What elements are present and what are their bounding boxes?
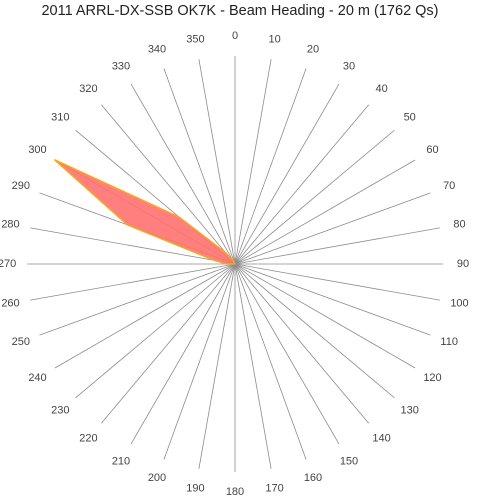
spoke-280 <box>30 227 236 265</box>
tick-label-110: 110 <box>440 336 458 348</box>
spoke-200 <box>163 263 236 460</box>
spoke-260 <box>30 263 236 301</box>
tick-label-120: 120 <box>423 372 441 384</box>
spoke-60 <box>234 159 416 265</box>
spoke-10 <box>234 59 272 265</box>
spoke-170 <box>234 263 272 469</box>
spoke-340 <box>163 68 236 265</box>
tick-label-40: 40 <box>375 83 387 95</box>
spoke-190 <box>198 263 236 469</box>
spoke-220 <box>100 263 236 424</box>
tick-label-80: 80 <box>453 218 465 230</box>
spoke-230 <box>75 263 236 399</box>
angle-tick-labels: 0 10 20 30 40 50 60 70 80 90 100 110 120 130 140 150 160… <box>0 30 469 498</box>
spoke-50 <box>234 129 395 265</box>
spoke-120 <box>234 263 416 369</box>
spoke-160 <box>234 263 307 460</box>
tick-label-300: 300 <box>28 144 46 156</box>
tick-label-140: 140 <box>372 433 390 445</box>
tick-label-260: 260 <box>1 298 19 310</box>
tick-label-180: 180 <box>226 486 244 498</box>
spoke-140 <box>234 263 370 424</box>
tick-label-170: 170 <box>265 482 283 494</box>
tick-label-90: 90 <box>457 258 469 270</box>
tick-label-0: 0 <box>232 30 238 42</box>
tick-label-310: 310 <box>51 111 69 123</box>
tick-label-60: 60 <box>426 144 438 156</box>
tick-label-280: 280 <box>1 218 19 230</box>
radar-spokes <box>27 56 443 472</box>
spoke-20 <box>234 68 307 265</box>
tick-label-320: 320 <box>79 83 97 95</box>
tick-label-20: 20 <box>307 44 319 56</box>
spoke-130 <box>234 263 395 399</box>
spoke-100 <box>234 263 440 301</box>
spoke-70 <box>234 192 431 265</box>
tick-label-160: 160 <box>304 472 322 484</box>
spoke-210 <box>130 263 236 445</box>
tick-label-70: 70 <box>443 180 455 192</box>
tick-label-10: 10 <box>268 33 280 45</box>
spoke-320 <box>100 104 236 265</box>
spoke-350 <box>198 59 236 265</box>
tick-label-270: 270 <box>0 258 16 270</box>
spoke-30 <box>234 83 340 265</box>
tick-label-200: 200 <box>148 472 166 484</box>
tick-label-290: 290 <box>12 180 30 192</box>
tick-label-150: 150 <box>340 455 358 467</box>
radar-series <box>54 159 236 265</box>
tick-label-100: 100 <box>450 298 468 310</box>
spoke-80 <box>234 227 440 265</box>
spoke-110 <box>234 263 431 336</box>
spoke-250 <box>39 263 236 336</box>
tick-label-330: 330 <box>112 60 130 72</box>
spoke-150 <box>234 263 340 445</box>
tick-label-30: 30 <box>343 60 355 72</box>
tick-label-130: 130 <box>401 405 419 417</box>
tick-label-240: 240 <box>28 372 46 384</box>
tick-label-190: 190 <box>186 482 204 494</box>
chart-title: 2011 ARRL-DX-SSB OK7K - Beam Heading - 2… <box>41 3 439 19</box>
tick-label-50: 50 <box>404 111 416 123</box>
tick-label-220: 220 <box>79 433 97 445</box>
spoke-40 <box>234 104 370 265</box>
spoke-330 <box>130 83 236 265</box>
series-area-0 <box>54 159 236 265</box>
spoke-240 <box>54 263 236 369</box>
tick-label-250: 250 <box>12 336 30 348</box>
tick-label-340: 340 <box>148 44 166 56</box>
tick-label-230: 230 <box>51 405 69 417</box>
tick-label-210: 210 <box>112 455 130 467</box>
tick-label-350: 350 <box>186 33 204 45</box>
